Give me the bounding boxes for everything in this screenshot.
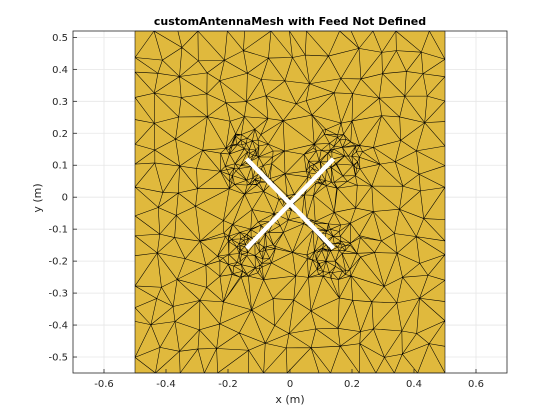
y-tick-label-6: 0.1 [52, 161, 68, 172]
y-tick-label-4: -0.1 [48, 225, 68, 236]
y-tick-label-1: -0.4 [48, 321, 68, 332]
y-tick-label-7: 0.2 [52, 129, 68, 140]
slot-strip-1 [244, 157, 336, 250]
y-tick-label-0: -0.5 [48, 353, 68, 364]
y-axis: -0.5 -0.4 -0.3 -0.2 -0.1 0 0.1 0.2 0.3 0.4 0.5 [48, 33, 77, 364]
x-axis: -0.6 -0.4 -0.2 0 0.2 0.4 0.6 [94, 369, 484, 390]
x-tick-label-3: 0 [287, 379, 293, 390]
chart-title: customAntennaMesh with Feed Not Defined [154, 15, 426, 28]
y-tick-label-3: -0.2 [48, 257, 68, 268]
plot-area [134, 30, 446, 374]
y-tick-label-10: 0.5 [52, 33, 68, 44]
x-tick-label-4: 0.2 [344, 379, 360, 390]
y-tick-label-2: -0.3 [48, 289, 68, 300]
y-tick-label-8: 0.3 [52, 97, 68, 108]
x-axis-label: x (m) [275, 393, 304, 406]
y-tick-label-5: 0 [62, 193, 68, 204]
y-tick-label-9: 0.4 [52, 65, 68, 76]
x-tick-label-5: 0.4 [406, 379, 422, 390]
x-tick-label-1: -0.4 [156, 379, 176, 390]
x-tick-label-0: -0.6 [94, 379, 114, 390]
y-axis-label: y (m) [31, 183, 44, 212]
x-tick-label-2: -0.2 [218, 379, 238, 390]
x-tick-label-6: 0.6 [468, 379, 484, 390]
